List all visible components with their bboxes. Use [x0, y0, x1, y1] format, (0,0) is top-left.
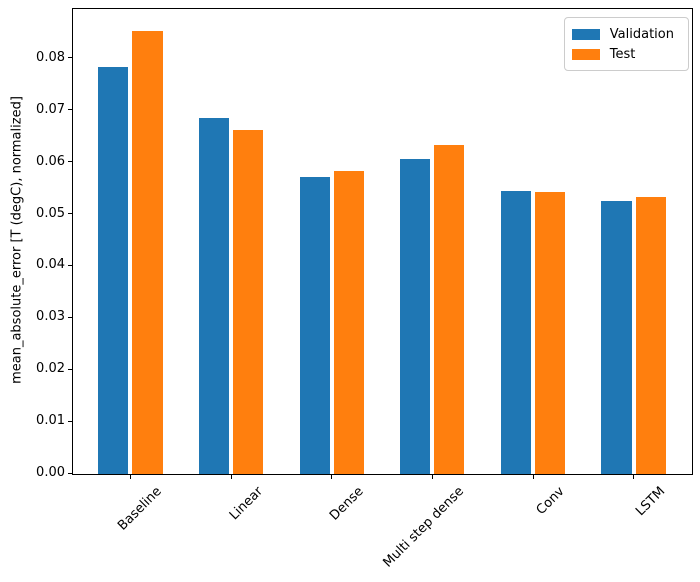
y-tick-mark: [68, 472, 72, 474]
y-tick-mark: [68, 109, 72, 111]
bar-test-baseline: [132, 31, 163, 474]
bar-test-conv: [535, 191, 566, 474]
y-tick-label: 0.03: [36, 309, 65, 325]
y-tick-label: 0.00: [36, 465, 65, 480]
bar-validation-linear: [198, 118, 229, 474]
bar-validation-dense: [299, 176, 330, 474]
y-tick-mark: [68, 368, 72, 370]
y-tick-label: 0.01: [36, 413, 65, 429]
x-tick-mark: [129, 475, 131, 479]
y-tick-label: 0.05: [36, 205, 65, 221]
y-tick-mark: [68, 316, 72, 318]
y-tick-mark: [68, 213, 72, 214]
x-tick-label-baseline: Baseline: [115, 484, 166, 534]
legend-swatch-test: [571, 48, 600, 60]
x-tick-mark: [230, 475, 232, 479]
x-tick-label-lstm: LSTM: [633, 484, 669, 520]
x-tick-label-multi-step-dense: Multi step dense: [380, 484, 467, 571]
x-tick-mark: [431, 475, 433, 479]
bar-test-multi-step-dense: [434, 145, 465, 474]
bar-validation-multi-step-dense: [400, 159, 431, 474]
bar-test-dense: [333, 171, 364, 474]
plot-area: Baseline Linear Dense Multi step dense Conv L…: [72, 8, 693, 571]
y-tick-label: 0.02: [36, 361, 65, 377]
legend-label-validation: Validation: [609, 26, 674, 42]
y-tick-label: 0.08: [36, 49, 65, 65]
y-tick-mark: [68, 161, 72, 163]
legend: Validation Test: [563, 17, 689, 71]
bar-test-lstm: [635, 196, 666, 474]
y-tick-mark: [68, 264, 72, 266]
x-tick-mark: [633, 475, 635, 479]
y-axis-label: mean_absolute_error [T (degC), normalize…: [9, 96, 25, 384]
bar-validation-baseline: [98, 66, 129, 474]
x-tick-mark: [532, 475, 534, 479]
x-tick-label-dense: Dense: [326, 484, 367, 524]
y-tick-mark: [68, 420, 72, 422]
y-tick-label: 0.06: [36, 153, 65, 169]
legend-swatch-validation: [571, 28, 600, 40]
bar-validation-conv: [500, 190, 531, 474]
y-tick-label: 0.07: [36, 101, 65, 117]
legend-row: Validation: [571, 24, 674, 44]
y-tick-label: 0.04: [36, 257, 65, 273]
bar-test-linear: [233, 129, 264, 474]
legend-label-test: Test: [609, 46, 636, 62]
legend-row: Test: [571, 44, 674, 64]
y-tick-mark: [68, 57, 72, 59]
bar-validation-lstm: [601, 201, 632, 474]
x-tick-label-conv: Conv: [533, 484, 568, 518]
x-tick-label-linear: Linear: [226, 484, 266, 524]
x-tick-mark: [331, 475, 333, 479]
